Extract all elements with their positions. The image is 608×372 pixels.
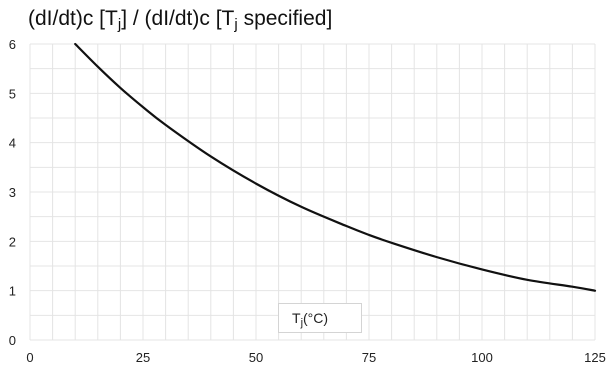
y-axis-ticks: 0 1 2 3 4 5 6 xyxy=(9,37,16,348)
x-tick-label: 100 xyxy=(471,350,493,365)
series-line xyxy=(74,42,597,292)
series-group xyxy=(74,42,597,292)
x-axis-label: Tj(°C) xyxy=(292,310,329,329)
gridlines xyxy=(29,43,596,341)
y-tick-label: 0 xyxy=(9,333,16,348)
x-axis-ticks: 0 25 50 75 100 125 xyxy=(26,350,605,365)
y-tick-label: 1 xyxy=(9,284,16,299)
x-axis-label-box: Tj(°C) xyxy=(278,303,362,333)
y-tick-label: 6 xyxy=(9,37,16,52)
x-tick-label: 125 xyxy=(584,350,606,365)
y-tick-label: 4 xyxy=(9,136,16,151)
x-tick-label: 75 xyxy=(362,350,376,365)
x-tick-label: 50 xyxy=(249,350,263,365)
y-tick-label: 2 xyxy=(9,234,16,249)
x-tick-label: 25 xyxy=(136,350,150,365)
y-tick-label: 5 xyxy=(9,86,16,101)
x-tick-label: 0 xyxy=(26,350,33,365)
y-tick-label: 3 xyxy=(9,185,16,200)
chart-title: (dI/dt)c [Tj] / (dI/dt)c [Tj specified] xyxy=(28,7,333,33)
